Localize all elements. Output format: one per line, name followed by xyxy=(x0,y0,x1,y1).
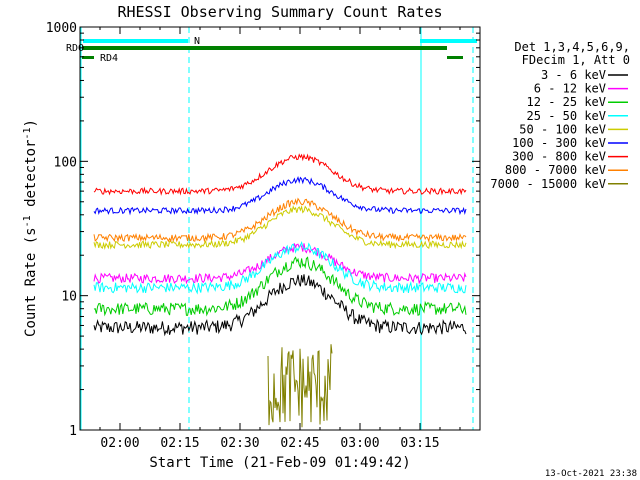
legend-label: 50 - 100 keV xyxy=(519,122,606,136)
legend-label: 6 - 12 keV xyxy=(534,82,606,96)
x-tick-label: 02:00 xyxy=(100,436,139,451)
legend: Det 1,3,4,5,6,9, FDecim 1, Att 0 3 - 6 k… xyxy=(490,40,630,191)
series-line xyxy=(267,344,333,428)
plot-area: N RDO RD4 xyxy=(66,27,477,430)
night-label: N xyxy=(194,36,200,47)
night-bar xyxy=(83,39,188,43)
y-axis-label: Count Rate (s-1 detector-1) xyxy=(22,119,40,337)
chart-title: RHESSI Observing Summary Count Rates xyxy=(117,3,442,21)
x-tick-label: 02:45 xyxy=(280,436,319,451)
legend-label: 100 - 300 keV xyxy=(512,136,606,150)
legend-label: 300 - 800 keV xyxy=(512,150,606,164)
series-line xyxy=(93,153,467,196)
x-tick-label: 03:00 xyxy=(340,436,379,451)
night-bar xyxy=(420,39,477,43)
y-tick-label: 1 xyxy=(69,424,77,439)
legend-label: 25 - 50 keV xyxy=(527,109,606,123)
series-line xyxy=(93,197,467,243)
legend-label: 800 - 7000 keV xyxy=(505,163,606,177)
y-tick-label: 1000 xyxy=(46,21,77,36)
series-line xyxy=(93,256,467,317)
legend-label: 12 - 25 keV xyxy=(527,95,606,109)
series-line xyxy=(93,176,467,216)
legend-header-2: FDecim 1, Att 0 xyxy=(522,53,630,67)
x-tick-label: 03:15 xyxy=(400,436,439,451)
series-line xyxy=(93,243,467,285)
series-line xyxy=(93,240,467,295)
y-ticks: 1 10 100 1000 xyxy=(46,21,480,439)
rd4-bar xyxy=(447,56,463,59)
series-line xyxy=(93,274,467,337)
rd4-bar xyxy=(82,56,94,59)
y-tick-label: 100 xyxy=(54,155,77,170)
timestamp: 13-Oct-2021 23:38 xyxy=(545,469,637,479)
legend-label: 3 - 6 keV xyxy=(541,68,606,82)
rd4-label: RD4 xyxy=(100,53,118,64)
x-tick-label: 02:15 xyxy=(160,436,199,451)
rdo-bar xyxy=(82,46,447,50)
x-ticks: 02:00 02:15 02:30 02:45 03:00 03:15 xyxy=(79,27,481,451)
x-tick-label: 02:30 xyxy=(220,436,259,451)
plot-frame xyxy=(79,26,481,431)
legend-header-1: Det 1,3,4,5,6,9, xyxy=(514,40,630,54)
rdo-label: RDO xyxy=(66,43,84,54)
y-tick-label: 10 xyxy=(61,290,77,305)
x-axis-label: Start Time (21-Feb-09 01:49:42) xyxy=(149,455,410,471)
legend-label: 7000 - 15000 keV xyxy=(490,177,606,191)
series-line xyxy=(93,204,467,251)
